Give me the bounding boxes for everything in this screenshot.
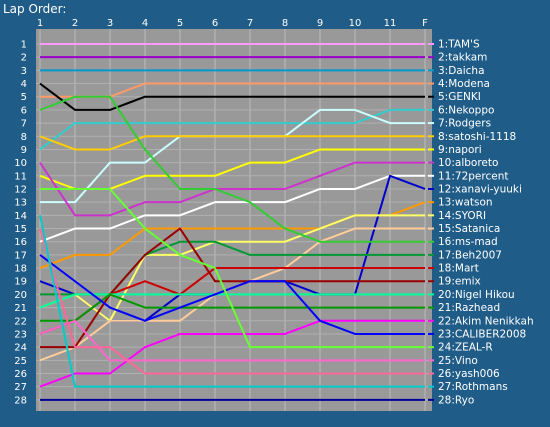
y-tick-label: 24	[14, 343, 27, 354]
legend-entry: 14:SYORI	[438, 210, 486, 222]
chart-title: Lap Order:	[3, 2, 66, 16]
plot-area	[36, 29, 432, 411]
y-tick-label: 5	[21, 92, 27, 103]
legend-entry: 16:ms-mad	[438, 236, 498, 248]
legend: 1:TAM'S2:takkam3:Daicha4:Modena5:GENKI6:…	[428, 39, 534, 406]
y-axis-labels: 1234567891011121314151617181920212223242…	[14, 40, 27, 407]
series-line	[39, 319, 425, 388]
legend-entry: 17:Beh2007	[438, 249, 502, 261]
y-tick-label: 11	[14, 171, 27, 182]
legend-entry: 8:satoshi-1118	[438, 131, 516, 143]
x-tick-label: 6	[212, 18, 218, 29]
legend-entry: 10:alboreto	[438, 157, 498, 169]
x-tick-label: 8	[282, 18, 288, 29]
y-tick-label: 9	[21, 145, 27, 156]
y-tick-label: 12	[14, 184, 27, 195]
y-tick-label: 26	[14, 369, 27, 380]
x-tick-label: F	[422, 18, 428, 29]
y-tick-label: 17	[14, 250, 27, 261]
legend-entry: 11:72percent	[438, 170, 508, 182]
legend-entry: 26:yash006	[438, 368, 500, 380]
y-tick-label: 25	[14, 356, 27, 367]
legend-entry: 24:ZEAL-R	[438, 342, 493, 354]
x-tick-label: 4	[142, 18, 148, 29]
x-tick-label: 1	[37, 18, 43, 29]
legend-entry: 20:Nigel Hikou	[438, 289, 515, 301]
x-tick-label: 11	[384, 18, 397, 29]
y-tick-label: 19	[14, 277, 27, 288]
x-axis-labels: 1 2 3 4 5 6 7 8 9 10 11 F	[37, 18, 428, 29]
y-tick-label: 16	[14, 237, 27, 248]
y-tick-label: 13	[14, 198, 27, 209]
y-tick-label: 3	[21, 66, 27, 77]
y-tick-label: 6	[21, 105, 27, 116]
legend-entry: 25:Vino	[438, 355, 478, 367]
legend-entry: 13:watson	[438, 197, 493, 209]
legend-entry: 2:takkam	[438, 52, 487, 64]
legend-entry: 28:Ryo	[438, 394, 474, 406]
legend-entry: 9:napori	[438, 144, 482, 156]
y-tick-label: 15	[14, 224, 27, 235]
legend-entry: 3:Daicha	[438, 65, 485, 77]
series-line	[40, 187, 425, 349]
series-line	[39, 135, 425, 151]
y-tick-label: 22	[14, 316, 27, 327]
series-line	[39, 108, 425, 151]
y-tick-label: 23	[14, 329, 27, 340]
y-tick-label: 28	[14, 395, 27, 406]
x-tick-label: 2	[72, 18, 78, 29]
legend-entry: 15:Satanica	[438, 223, 500, 235]
x-tick-label: 5	[177, 18, 183, 29]
series-line	[39, 161, 425, 217]
y-tick-label: 8	[21, 132, 27, 143]
series-line	[39, 254, 425, 335]
y-tick-label: 14	[14, 211, 27, 222]
legend-entry: 23:CALIBER2008	[438, 328, 526, 340]
series-lines	[39, 43, 426, 401]
y-tick-label: 2	[21, 53, 27, 64]
x-tick-label: 9	[317, 18, 323, 29]
legend-entry: 19:emix	[438, 276, 481, 288]
y-tick-label: 27	[14, 382, 27, 393]
y-tick-label: 21	[14, 303, 27, 314]
legend-entry: 22:Akim Nenikkah	[438, 315, 534, 327]
legend-entry: 5:GENKI	[438, 91, 481, 103]
series-line	[39, 293, 425, 309]
series-line	[39, 82, 425, 111]
y-tick-label: 4	[21, 79, 27, 90]
legend-entry: 21:Razhead	[438, 302, 500, 314]
series-line	[39, 214, 425, 322]
series-line	[39, 95, 425, 243]
legend-entry: 18:Mart	[438, 263, 479, 275]
x-tick-label: 10	[349, 18, 362, 29]
y-tick-label: 10	[14, 158, 27, 169]
x-tick-label: 3	[107, 18, 113, 29]
legend-entry: 12:xanavi-yuuki	[438, 183, 522, 195]
y-tick-label: 7	[21, 119, 27, 130]
series-line	[39, 228, 425, 375]
legend-entry: 7:Rodgers	[438, 118, 491, 130]
series-line	[39, 174, 425, 243]
y-tick-label: 1	[21, 40, 27, 51]
legend-entry: 27:Rothmans	[438, 381, 508, 393]
y-tick-label: 18	[14, 264, 27, 275]
series-line	[39, 215, 425, 388]
x-tick-label: 7	[247, 18, 253, 29]
legend-entry: 1:TAM'S	[438, 39, 480, 51]
y-tick-label: 20	[14, 290, 27, 301]
legend-entry: 6:Nekoppo	[438, 104, 494, 116]
legend-entry: 4:Modena	[438, 78, 490, 90]
series-line	[39, 319, 425, 362]
